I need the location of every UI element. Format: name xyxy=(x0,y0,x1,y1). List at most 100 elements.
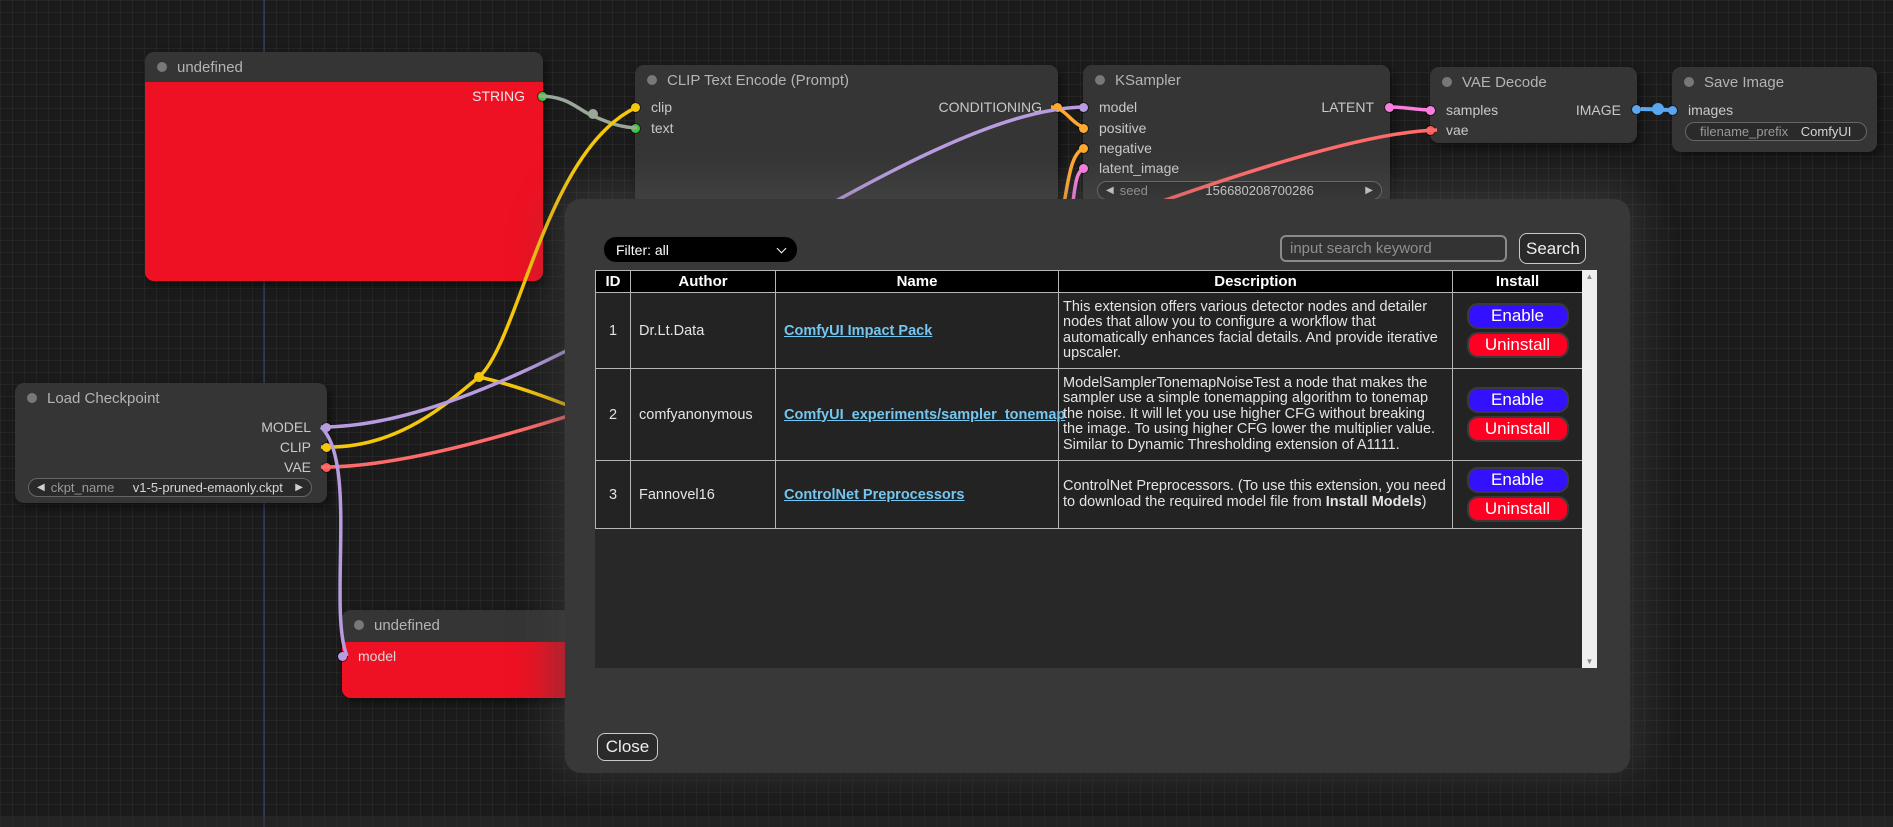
header-author: Author xyxy=(630,270,776,293)
node-title: Load Checkpoint xyxy=(47,390,160,407)
node-undefined-bottom[interactable]: undefined model xyxy=(338,610,572,698)
output-label-model: MODEL xyxy=(261,419,311,435)
input-port-images[interactable] xyxy=(1668,106,1677,115)
node-load-checkpoint[interactable]: Load Checkpoint MODEL CLIP VAE ◀ ckpt_na… xyxy=(15,383,331,503)
collapse-dot-icon[interactable] xyxy=(27,393,37,403)
input-port-text[interactable] xyxy=(631,124,640,133)
description-text: ControlNet Preprocessors. (To use this e… xyxy=(1063,478,1446,510)
input-label-samples: samples xyxy=(1446,102,1499,118)
collapse-dot-icon[interactable] xyxy=(1095,75,1105,85)
extension-table: ID Author Name Description Install 1 Dr.… xyxy=(595,270,1583,529)
node-undefined-top[interactable]: undefined STRING xyxy=(145,52,547,281)
widget-left-arrow-icon[interactable]: ◀ xyxy=(37,481,45,493)
input-port-model[interactable] xyxy=(1079,103,1088,112)
output-port-vae[interactable] xyxy=(322,463,331,472)
collapse-dot-icon[interactable] xyxy=(157,62,167,72)
input-label-positive: positive xyxy=(1099,120,1147,136)
output-label-conditioning: CONDITIONING xyxy=(938,99,1042,115)
search-input[interactable] xyxy=(1280,235,1507,262)
node-title-bar[interactable]: undefined xyxy=(145,52,543,82)
cell-description: This extension offers various detector n… xyxy=(1058,292,1453,369)
output-port-conditioning[interactable] xyxy=(1053,103,1062,112)
widget-left-arrow-icon[interactable]: ◀ xyxy=(1106,184,1114,196)
header-id: ID xyxy=(595,270,631,293)
output-label-vae: VAE xyxy=(284,459,311,475)
extension-link[interactable]: ComfyUI_experiments/sampler_tonemap xyxy=(784,406,1066,423)
output-port-image[interactable] xyxy=(1632,105,1641,114)
input-label-text: text xyxy=(651,120,674,136)
table-row: 3 Fannovel16 ControlNet Preprocessors Co… xyxy=(595,460,1583,529)
extension-link[interactable]: ControlNet Preprocessors xyxy=(784,486,965,503)
table-row: 1 Dr.Lt.Data ComfyUI Impact Pack This ex… xyxy=(595,292,1583,369)
node-title-bar[interactable]: CLIP Text Encode (Prompt) xyxy=(635,65,1058,95)
cell-id: 1 xyxy=(595,292,631,369)
table-row: 2 comfyanonymous ComfyUI_experiments/sam… xyxy=(595,368,1583,461)
node-clip-text-encode[interactable]: CLIP Text Encode (Prompt) clip text COND… xyxy=(631,65,1062,205)
widget-value: v1-5-pruned-emaonly.ckpt xyxy=(132,480,283,495)
node-title-bar[interactable]: Load Checkpoint xyxy=(15,383,327,413)
output-label-clip: CLIP xyxy=(279,439,311,455)
node-title: KSampler xyxy=(1115,72,1181,89)
widget-right-arrow-icon[interactable]: ▶ xyxy=(1365,184,1373,196)
collapse-dot-icon[interactable] xyxy=(647,75,657,85)
node-save-image[interactable]: Save Image images filename_prefix ComfyU… xyxy=(1668,67,1877,152)
extension-table-container: ID Author Name Description Install 1 Dr.… xyxy=(595,270,1597,668)
node-title-bar[interactable]: undefined xyxy=(342,610,572,640)
node-title: undefined xyxy=(374,617,440,634)
seed-widget[interactable]: ◀ seed 156680208700286 ▶ xyxy=(1097,181,1382,200)
input-port-clip[interactable] xyxy=(631,103,640,112)
custom-nodes-manager-dialog: Filter: all Search ID Author Name Descri… xyxy=(565,199,1630,773)
output-port-model[interactable] xyxy=(322,423,331,432)
scrollbar-up-arrow-icon[interactable]: ▲ xyxy=(1585,272,1594,281)
node-title: VAE Decode xyxy=(1462,74,1547,91)
input-port-positive[interactable] xyxy=(1079,124,1088,133)
extension-link[interactable]: ComfyUI Impact Pack xyxy=(784,322,933,339)
cell-author: comfyanonymous xyxy=(630,368,776,461)
dropdown-chevron-icon xyxy=(776,243,787,254)
enable-button[interactable]: Enable xyxy=(1466,303,1569,329)
enable-button[interactable]: Enable xyxy=(1466,387,1569,413)
uninstall-button[interactable]: Uninstall xyxy=(1466,496,1569,522)
node-title: undefined xyxy=(177,59,243,76)
filter-dropdown[interactable]: Filter: all xyxy=(604,237,797,262)
table-scrollbar[interactable]: ▲ ▼ xyxy=(1582,270,1597,668)
node-ksampler[interactable]: KSampler model positive negative latent_… xyxy=(1079,65,1394,205)
cell-description: ControlNet Preprocessors. (To use this e… xyxy=(1058,460,1453,529)
widget-value: 156680208700286 xyxy=(1205,183,1314,198)
enable-button[interactable]: Enable xyxy=(1466,467,1569,493)
header-name: Name xyxy=(775,270,1059,293)
input-port-model[interactable] xyxy=(338,652,347,661)
output-port-latent[interactable] xyxy=(1385,103,1394,112)
collapse-dot-icon[interactable] xyxy=(354,620,364,630)
widget-right-arrow-icon[interactable]: ▶ xyxy=(295,481,303,493)
output-port-clip[interactable] xyxy=(322,443,331,452)
input-port-vae[interactable] xyxy=(1426,126,1435,135)
collapse-dot-icon[interactable] xyxy=(1684,77,1694,87)
header-install: Install xyxy=(1452,270,1583,293)
node-title-bar[interactable]: KSampler xyxy=(1083,65,1390,95)
canvas-bottom-band xyxy=(0,817,1893,827)
collapse-dot-icon[interactable] xyxy=(1442,77,1452,87)
close-button[interactable]: Close xyxy=(597,733,658,761)
output-label-image: IMAGE xyxy=(1575,102,1621,118)
search-button[interactable]: Search xyxy=(1519,233,1586,264)
node-title-bar[interactable]: VAE Decode xyxy=(1430,67,1637,97)
output-port-string[interactable] xyxy=(538,92,547,101)
widget-name: seed xyxy=(1119,183,1148,198)
error-node-body xyxy=(342,642,572,698)
cell-id: 3 xyxy=(595,460,631,529)
input-port-samples[interactable] xyxy=(1426,106,1435,115)
node-vae-decode[interactable]: VAE Decode samples vae IMAGE xyxy=(1426,67,1641,143)
filename-prefix-widget[interactable]: filename_prefix ComfyUI xyxy=(1685,122,1867,141)
input-port-latent-image[interactable] xyxy=(1079,164,1088,173)
error-node-body xyxy=(145,82,543,281)
uninstall-button[interactable]: Uninstall xyxy=(1466,416,1569,442)
scrollbar-down-arrow-icon[interactable]: ▼ xyxy=(1585,657,1594,666)
node-title-bar[interactable]: Save Image xyxy=(1672,67,1877,97)
input-port-negative[interactable] xyxy=(1079,144,1088,153)
uninstall-button[interactable]: Uninstall xyxy=(1466,332,1569,358)
ckpt-name-widget[interactable]: ◀ ckpt_name v1-5-pruned-emaonly.ckpt ▶ xyxy=(28,478,312,497)
cell-author: Dr.Lt.Data xyxy=(630,292,776,369)
input-label-latent-image: latent_image xyxy=(1099,160,1180,176)
